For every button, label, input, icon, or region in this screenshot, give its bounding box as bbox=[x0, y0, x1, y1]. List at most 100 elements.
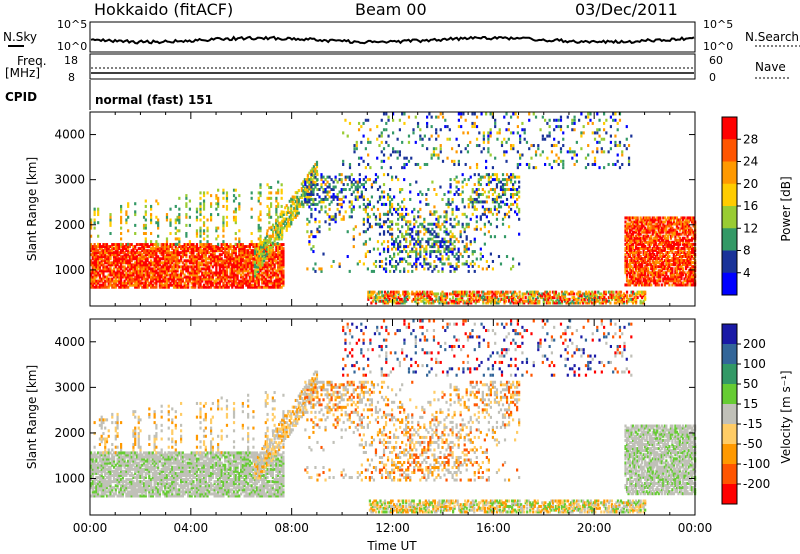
heatmap-cell bbox=[215, 207, 218, 211]
heatmap-cell bbox=[438, 301, 441, 305]
heatmap-cell bbox=[383, 299, 387, 303]
heatmap-cell bbox=[112, 283, 116, 287]
heatmap-cell bbox=[236, 277, 239, 281]
heatmap-cell bbox=[134, 279, 137, 283]
heatmap-cell bbox=[415, 220, 418, 224]
heatmap-cell bbox=[107, 249, 110, 253]
heatmap-cell bbox=[194, 281, 197, 285]
heatmap-cell bbox=[382, 173, 386, 177]
heatmap-cell bbox=[532, 301, 535, 305]
heatmap-cell bbox=[538, 301, 541, 305]
heatmap-cell bbox=[588, 301, 591, 305]
heatmap-cell bbox=[506, 292, 509, 296]
heatmap-cell bbox=[119, 281, 123, 285]
heatmap-cell bbox=[222, 226, 225, 230]
heatmap-cell bbox=[378, 134, 381, 138]
heatmap-cell bbox=[128, 261, 132, 265]
heatmap-cell bbox=[125, 283, 128, 287]
heatmap-cell bbox=[213, 279, 216, 283]
heatmap-cell bbox=[100, 257, 103, 261]
heatmap-cell bbox=[553, 292, 556, 296]
heatmap-cell bbox=[100, 263, 103, 267]
heatmap-cell bbox=[95, 249, 98, 253]
heatmap-cell bbox=[475, 137, 479, 141]
heatmap-cell bbox=[453, 159, 456, 163]
heatmap-cell bbox=[222, 267, 225, 271]
heatmap-cell bbox=[199, 207, 202, 211]
heatmap-cell bbox=[218, 253, 222, 257]
heatmap-cell bbox=[418, 290, 421, 294]
heatmap-cell bbox=[125, 281, 128, 285]
heatmap-cell bbox=[402, 301, 405, 305]
heatmap-cell bbox=[439, 128, 442, 132]
heatmap-cell bbox=[374, 217, 378, 221]
heatmap-cell bbox=[257, 277, 260, 281]
heatmap-cell bbox=[114, 259, 117, 263]
heatmap-cell bbox=[507, 188, 511, 192]
heatmap-cell bbox=[268, 221, 271, 225]
heatmap-cell bbox=[638, 292, 641, 296]
heatmap-cell bbox=[238, 253, 241, 257]
heatmap-cell bbox=[276, 232, 279, 236]
heatmap-cell bbox=[93, 221, 96, 225]
heatmap-cell bbox=[137, 269, 140, 273]
heatmap-cell bbox=[139, 267, 142, 271]
heatmap-cell bbox=[149, 253, 153, 257]
heatmap-cell bbox=[149, 261, 153, 265]
heatmap-cell bbox=[183, 251, 186, 255]
heatmap-cell bbox=[380, 140, 383, 144]
heatmap-cell bbox=[256, 267, 260, 271]
heatmap-cell bbox=[494, 296, 497, 300]
heatmap-cell bbox=[275, 226, 278, 230]
heatmap-cell bbox=[449, 240, 452, 244]
heatmap-cell bbox=[473, 190, 476, 194]
heatmap-cell bbox=[613, 297, 617, 301]
heatmap-cell bbox=[114, 257, 117, 261]
heatmap-cell bbox=[125, 245, 128, 249]
heatmap-cell bbox=[532, 292, 535, 296]
heatmap-cell bbox=[146, 285, 149, 289]
heatmap-cell bbox=[606, 299, 609, 303]
heatmap-cell bbox=[507, 297, 511, 301]
heatmap-cell bbox=[157, 279, 160, 283]
heatmap-cell bbox=[238, 265, 241, 269]
heatmap-cell bbox=[270, 246, 273, 250]
heatmap-cell bbox=[100, 251, 103, 255]
heatmap-cell bbox=[420, 294, 423, 298]
heatmap-cell bbox=[238, 204, 241, 208]
heatmap-cell bbox=[259, 229, 262, 233]
heatmap-cell bbox=[185, 269, 188, 273]
heatmap-cell bbox=[215, 196, 218, 200]
heatmap-cell bbox=[109, 221, 112, 225]
heatmap-cell bbox=[247, 263, 250, 267]
heatmap-cell bbox=[354, 197, 357, 201]
heatmap-cell bbox=[273, 285, 276, 289]
heatmap-cell bbox=[285, 226, 288, 230]
heatmap-cell bbox=[148, 245, 151, 249]
heatmap-cell bbox=[195, 255, 199, 259]
heatmap-cell bbox=[213, 259, 216, 263]
heatmap-cell bbox=[622, 296, 626, 300]
heatmap-cell bbox=[432, 147, 436, 151]
heatmap-cell bbox=[618, 294, 621, 298]
heatmap-cell bbox=[155, 269, 158, 273]
heatmap-cell bbox=[282, 210, 285, 214]
heatmap-cell bbox=[139, 255, 142, 259]
heatmap-cell bbox=[427, 227, 430, 231]
heatmap-cell bbox=[256, 258, 260, 262]
heatmap-cell bbox=[114, 281, 117, 285]
heatmap-cell bbox=[316, 178, 319, 182]
heatmap-cell bbox=[310, 190, 313, 194]
heatmap-cell bbox=[258, 258, 261, 262]
heatmap-cell bbox=[294, 206, 297, 210]
heatmap-cell bbox=[518, 180, 521, 184]
heatmap-cell bbox=[451, 299, 455, 303]
heatmap-cell bbox=[417, 257, 420, 261]
heatmap-cell bbox=[482, 147, 485, 151]
heatmap-cell bbox=[598, 140, 601, 144]
heatmap-cell bbox=[160, 279, 163, 283]
heatmap-cell bbox=[332, 217, 335, 221]
heatmap-cell bbox=[192, 269, 195, 273]
heatmap-cell bbox=[267, 241, 270, 245]
heatmap-cell bbox=[507, 121, 510, 125]
